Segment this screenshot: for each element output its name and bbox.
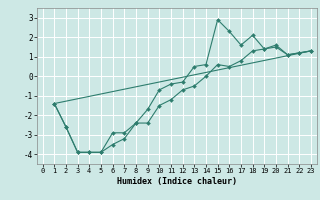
X-axis label: Humidex (Indice chaleur): Humidex (Indice chaleur) [117,177,237,186]
